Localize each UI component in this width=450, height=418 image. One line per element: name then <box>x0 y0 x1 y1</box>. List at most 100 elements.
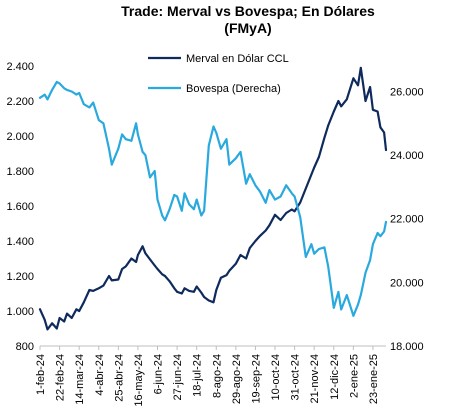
data-point-bovespa <box>78 92 81 94</box>
x-tick-label: 18-jul-24 <box>192 354 204 397</box>
x-tick-label: 22-feb-24 <box>55 354 67 401</box>
data-point-bovespa <box>92 101 95 104</box>
data-point-merval <box>183 287 186 290</box>
data-point-bovespa <box>274 198 276 201</box>
data-point-bovespa <box>88 106 91 109</box>
data-point-merval <box>337 100 340 102</box>
data-point-bovespa <box>345 294 348 296</box>
x-tick-label: 31-oct-24 <box>290 354 302 400</box>
data-point-bovespa <box>293 195 296 198</box>
data-point-merval <box>248 247 251 249</box>
data-point-bovespa <box>318 248 320 250</box>
data-point-bovespa <box>299 216 302 219</box>
data-point-merval <box>274 213 276 216</box>
data-point-bovespa <box>39 96 41 99</box>
data-point-bovespa <box>63 87 66 90</box>
data-point-merval <box>239 254 242 256</box>
data-point-bovespa <box>248 173 251 176</box>
data-point-merval <box>327 124 330 127</box>
data-point-bovespa <box>108 147 110 150</box>
data-point-merval <box>141 245 144 248</box>
data-point-merval <box>228 269 231 272</box>
data-point-merval <box>313 166 316 169</box>
data-point-merval <box>359 66 362 69</box>
data-point-merval <box>207 299 210 302</box>
x-tick-label: 8-ago-24 <box>211 354 223 398</box>
data-point-merval <box>164 275 166 277</box>
data-point-merval <box>323 136 326 139</box>
y-right-tick-label: 26.000 <box>390 86 424 98</box>
data-point-merval <box>75 308 78 311</box>
x-tick-label: 4-abr-24 <box>94 354 106 396</box>
data-point-bovespa <box>383 230 385 233</box>
legend-label-merval: Merval en Dólar CCL <box>186 53 289 65</box>
data-point-bovespa <box>264 201 267 204</box>
data-point-merval <box>149 258 151 261</box>
data-point-merval <box>58 317 61 319</box>
data-point-merval <box>135 261 138 263</box>
data-point-bovespa <box>268 189 271 192</box>
data-point-merval <box>383 131 385 134</box>
x-tick-label: 16-may-24 <box>133 354 145 407</box>
legend-label-bovespa: Bovespa (Derecha) <box>186 83 281 95</box>
data-point-bovespa <box>285 184 288 187</box>
data-point-bovespa <box>173 194 176 196</box>
data-point-merval <box>46 328 49 331</box>
data-point-bovespa <box>313 252 316 255</box>
data-point-bovespa <box>385 221 387 223</box>
data-point-merval <box>357 84 359 87</box>
y-left-tick-label: 2.000 <box>6 131 34 143</box>
y-left-tick-label: 1.400 <box>6 236 34 248</box>
data-point-bovespa <box>110 163 113 166</box>
data-point-merval <box>39 308 41 311</box>
data-point-merval <box>195 285 198 288</box>
data-point-merval <box>55 327 58 330</box>
data-point-bovespa <box>220 147 222 150</box>
series-line-merval <box>38 66 388 331</box>
data-point-merval <box>51 322 53 325</box>
data-point-bovespa <box>379 235 382 238</box>
data-point-merval <box>259 234 261 237</box>
chart-title: Trade: Merval vs Bovespa; En Dólares <box>121 3 375 19</box>
series-line-bovespa <box>38 80 388 317</box>
x-tick-label: 23-ene-25 <box>368 354 380 404</box>
data-point-merval <box>352 77 355 80</box>
data-point-merval <box>108 275 110 277</box>
data-point-bovespa <box>245 182 248 185</box>
data-point-merval <box>121 268 123 270</box>
y-left-tick-label: 800 <box>16 341 34 353</box>
data-point-bovespa <box>304 256 307 258</box>
data-point-bovespa <box>225 138 228 141</box>
data-point-bovespa <box>58 82 61 85</box>
data-point-merval <box>193 290 195 293</box>
data-point-merval <box>385 149 387 151</box>
data-point-merval <box>264 229 267 232</box>
data-point-merval <box>156 268 159 270</box>
data-point-merval <box>254 240 257 242</box>
data-point-merval <box>379 126 382 129</box>
y-left-tick-label: 1.200 <box>6 271 34 283</box>
data-point-merval <box>293 210 296 213</box>
data-point-merval <box>372 108 374 111</box>
y-right-tick-label: 18.000 <box>390 341 424 353</box>
data-point-bovespa <box>144 154 147 157</box>
x-tick-label: 29-ago-24 <box>231 354 243 404</box>
data-point-merval <box>173 287 176 290</box>
data-point-bovespa <box>176 195 179 198</box>
legend: Merval en Dólar CCL Bovespa (Derecha) <box>148 53 289 95</box>
data-point-bovespa <box>137 133 139 136</box>
data-point-bovespa <box>215 131 218 134</box>
data-point-merval <box>110 279 113 282</box>
data-point-bovespa <box>327 265 330 268</box>
x-tick-label: 10-oct-24 <box>270 354 282 400</box>
y-left-tick-label: 1.600 <box>6 201 34 213</box>
left-axis: 800 1.000 1.200 1.400 1.600 1.800 2.000 2.200 2.… <box>6 61 34 353</box>
data-point-bovespa <box>130 139 133 142</box>
data-point-bovespa <box>200 214 203 217</box>
data-point-bovespa <box>149 176 151 179</box>
data-point-merval <box>310 173 313 176</box>
data-point-bovespa <box>254 184 257 187</box>
data-point-bovespa <box>195 198 198 201</box>
data-point-merval <box>153 264 156 267</box>
data-point-bovespa <box>337 291 340 293</box>
